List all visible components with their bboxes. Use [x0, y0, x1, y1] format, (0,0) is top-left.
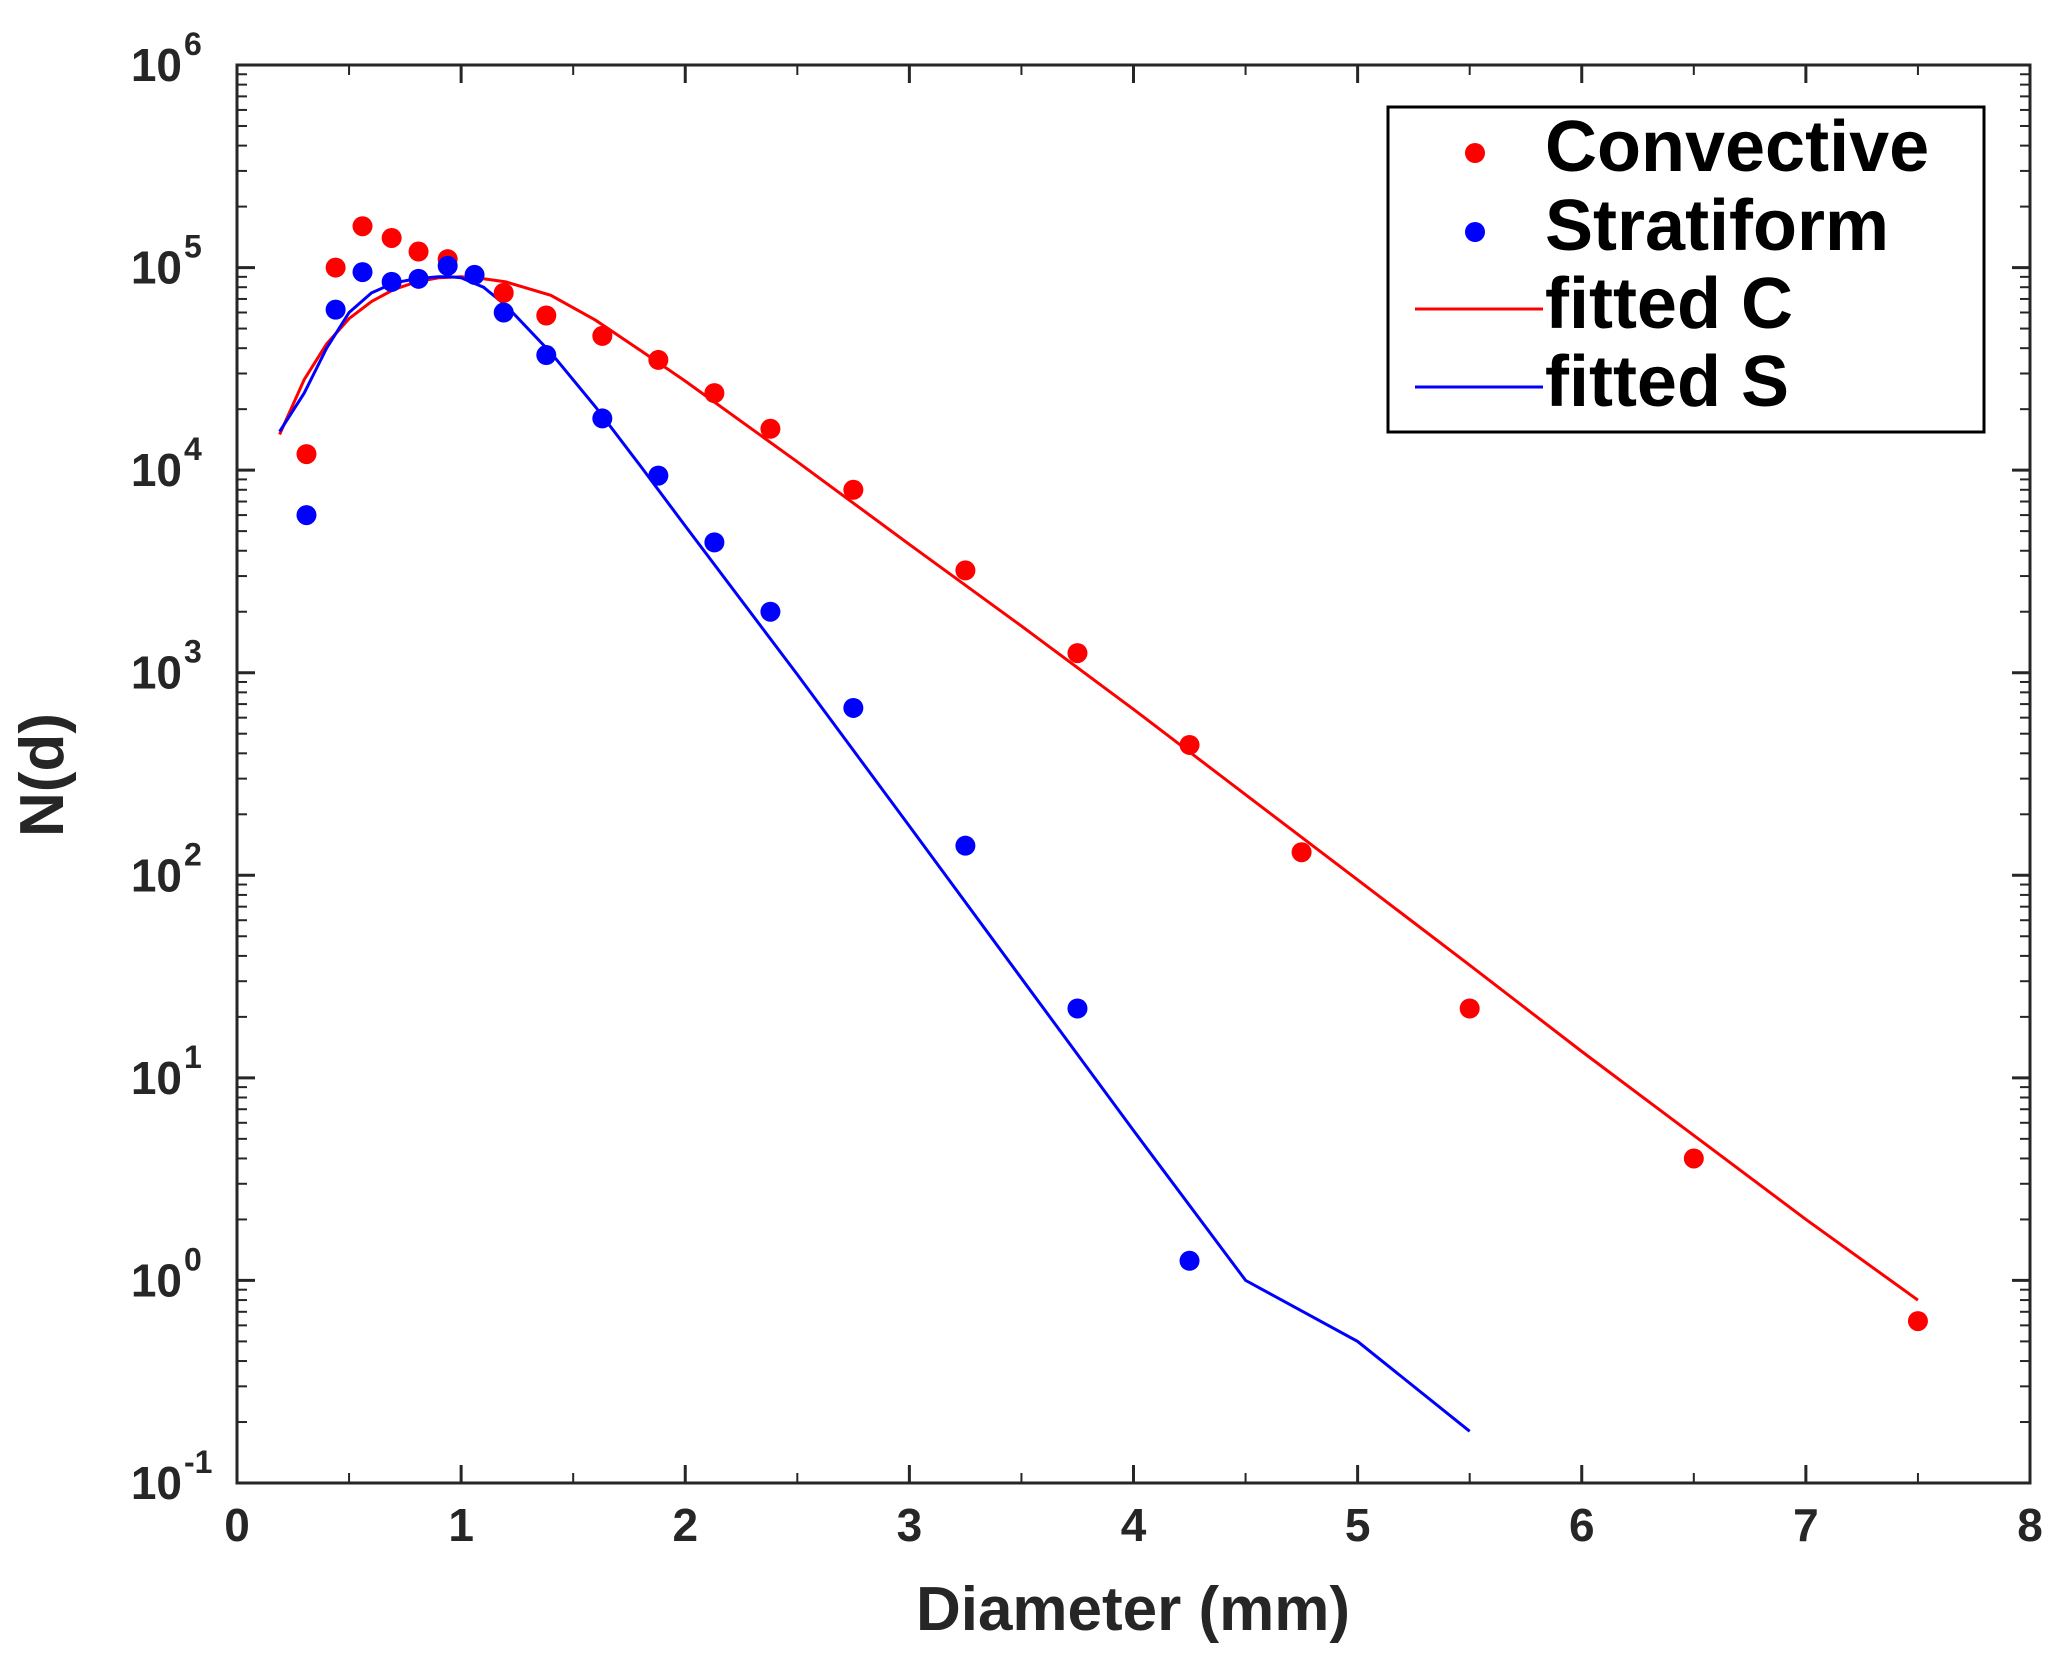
data-point-stratiform [843, 697, 864, 718]
data-point-stratiform [464, 264, 485, 285]
data-point-stratiform [760, 601, 781, 622]
data-point-convective [955, 560, 976, 581]
data-point-stratiform [1179, 1250, 1200, 1271]
y-tick-exponent: 5 [184, 229, 202, 265]
data-point-stratiform [592, 408, 613, 429]
y-tick-label: 10 [131, 39, 182, 91]
legend-label-fitted-c: fitted C [1545, 264, 1793, 344]
x-tick-label: 8 [2017, 1499, 2043, 1551]
data-point-convective [408, 241, 429, 262]
data-point-convective [1291, 842, 1312, 863]
y-tick-label: 10 [131, 1254, 182, 1306]
data-point-convective [296, 444, 317, 465]
data-point-convective [648, 349, 669, 370]
y-tick-exponent: -1 [184, 1444, 212, 1480]
data-point-convective [352, 216, 373, 237]
data-point-convective [493, 282, 514, 303]
y-tick-exponent: 2 [184, 836, 202, 872]
y-tick-exponent: 3 [184, 634, 202, 670]
series-layer [278, 216, 1928, 1433]
legend-label-stratiform: Stratiform [1545, 186, 1889, 266]
x-tick-label: 2 [672, 1499, 698, 1551]
legend-marker-stratiform [1465, 222, 1485, 242]
x-tick-label: 6 [1569, 1499, 1595, 1551]
x-tick-label: 4 [1121, 1499, 1147, 1551]
data-point-convective [381, 227, 402, 248]
y-tick-exponent: 4 [184, 431, 202, 467]
y-tick-label: 10 [131, 849, 182, 901]
data-point-convective [1459, 998, 1480, 1019]
x-tick-label: 5 [1345, 1499, 1371, 1551]
legend-label-convective: Convective [1545, 107, 1929, 187]
data-point-convective [536, 305, 557, 326]
data-point-stratiform [1067, 998, 1088, 1019]
data-point-stratiform [352, 262, 373, 283]
data-point-stratiform [381, 271, 402, 292]
x-tick-label: 7 [1793, 1499, 1819, 1551]
data-point-convective [843, 479, 864, 500]
y-tick-exponent: 0 [184, 1241, 202, 1277]
data-point-convective [1179, 734, 1200, 755]
data-point-convective [760, 418, 781, 439]
y-tick-label: 10 [131, 1457, 182, 1509]
data-point-convective [1683, 1148, 1704, 1169]
data-point-stratiform [296, 505, 317, 526]
y-tick-exponent: 6 [184, 26, 202, 62]
x-tick-label: 1 [448, 1499, 474, 1551]
data-point-convective [325, 257, 346, 278]
data-point-stratiform [437, 255, 458, 276]
data-point-convective [704, 383, 725, 404]
y-tick-exponent: 1 [184, 1039, 202, 1075]
x-axis-label: Diameter (mm) [916, 1575, 1350, 1644]
y-tick-label: 10 [131, 1052, 182, 1104]
legend-marker-convective [1465, 143, 1485, 163]
y-tick-label: 10 [131, 647, 182, 699]
y-axis-label: N(d) [8, 713, 77, 837]
axis-ticks [235, 63, 2032, 1485]
data-point-stratiform [648, 465, 669, 486]
data-point-stratiform [704, 532, 725, 553]
x-tick-label: 3 [897, 1499, 923, 1551]
data-point-convective [592, 325, 613, 346]
series-line-fitted-c [278, 275, 1919, 1302]
data-point-convective [1067, 643, 1088, 664]
data-point-stratiform [325, 299, 346, 320]
data-point-stratiform [493, 302, 514, 323]
x-tick-label: 0 [224, 1499, 250, 1551]
data-point-stratiform [536, 345, 557, 366]
y-tick-label: 10 [131, 444, 182, 496]
legend: Convective Stratiform fitted C fitted S [1386, 105, 1986, 434]
data-point-stratiform [408, 268, 429, 289]
legend-box [1386, 105, 1986, 434]
data-point-stratiform [955, 835, 976, 856]
data-point-convective [1907, 1311, 1928, 1332]
legend-label-fitted-s: fitted S [1545, 342, 1789, 422]
y-tick-label: 10 [131, 242, 182, 294]
